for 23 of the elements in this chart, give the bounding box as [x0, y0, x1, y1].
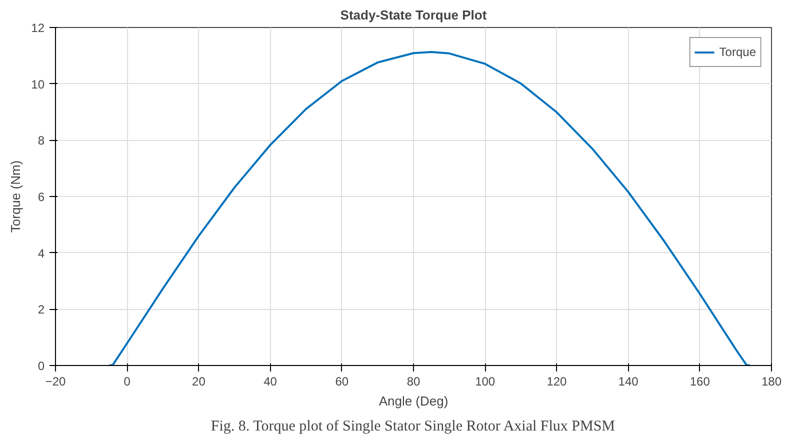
legend-label: Torque — [719, 45, 756, 59]
x-tick-label: 20 — [192, 374, 206, 388]
caption: Fig. 8. Torque plot of Single Stator Single Rotor Axial Flux PMSM — [210, 418, 616, 434]
y-tick-label: 2 — [38, 302, 45, 317]
x-tick-label: 180 — [761, 374, 782, 388]
x-tick-label: 100 — [475, 374, 496, 388]
y-tick-label: 4 — [38, 246, 45, 260]
y-tick-label: 6 — [38, 190, 45, 204]
y-tick-label: 12 — [31, 21, 45, 35]
y-axis-title: Torque (Nm) — [8, 160, 24, 233]
x-tick-label: 140 — [618, 374, 639, 388]
y-tick-label: 10 — [31, 77, 45, 92]
y-tick-label: 0 — [38, 359, 45, 373]
x-tick-label: 160 — [690, 374, 710, 388]
chart-title: Stady-State Torque Plot — [340, 8, 488, 22]
y-tick-label: 8 — [38, 134, 45, 148]
x-tick-label: 0 — [124, 374, 131, 388]
x-tick-label: −20 — [45, 374, 66, 388]
x-axis-title: Angle (Deg) — [378, 394, 448, 408]
x-tick-label: 120 — [546, 374, 568, 388]
x-tick-label: 60 — [335, 374, 349, 388]
x-tick-label: 80 — [406, 374, 420, 388]
x-tick-label: 40 — [264, 374, 278, 388]
